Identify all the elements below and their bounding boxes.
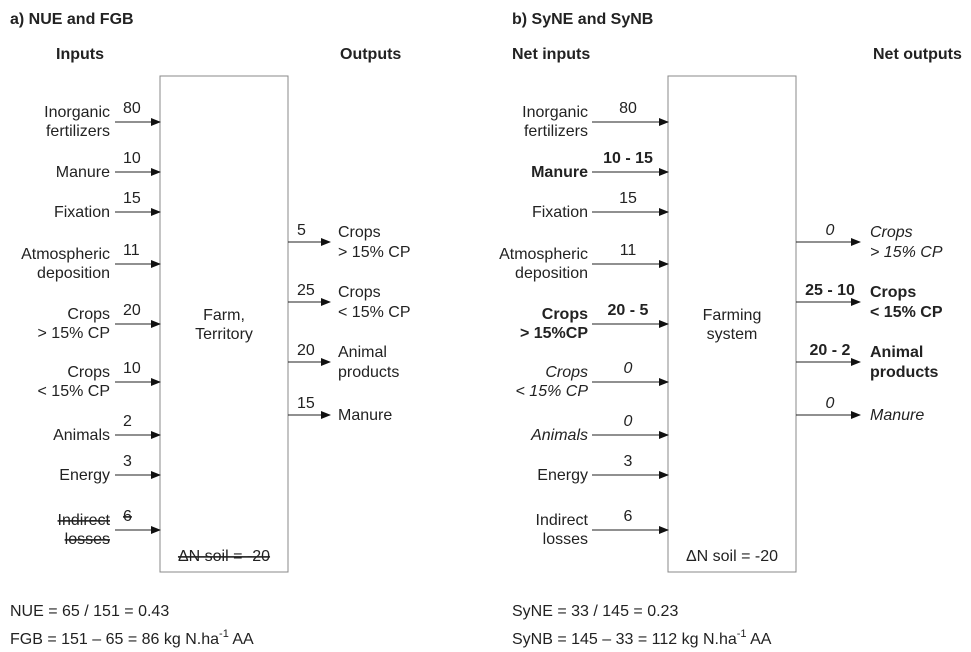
output-label: products: [870, 364, 939, 381]
formula: SyNB = 145 – 33 = 112 kg N.ha-1 AA: [512, 628, 772, 648]
soil-balance: ΔN soil = -20: [178, 548, 270, 565]
formula: FGB = 151 – 65 = 86 kg N.ha-1 AA: [10, 628, 254, 648]
input-value: 3: [123, 453, 132, 470]
output-value: 25 - 10: [805, 282, 855, 299]
input-label: Crops: [545, 364, 588, 381]
input-value: 0: [624, 413, 633, 430]
output-label: Crops: [338, 284, 381, 301]
input-value: 10: [123, 150, 141, 167]
input-label: Indirect: [58, 512, 111, 529]
output-label: > 15% CP: [870, 244, 943, 261]
output-label: Crops: [870, 284, 916, 301]
inputs-header: Inputs: [56, 46, 104, 63]
box-label: Territory: [195, 326, 253, 343]
input-label: Atmospheric: [21, 246, 110, 263]
input-value: 10 - 15: [603, 150, 653, 167]
input-label: Energy: [537, 467, 588, 484]
input-label: < 15% CP: [38, 383, 110, 400]
input-value: 15: [123, 190, 141, 207]
input-label: Energy: [59, 467, 110, 484]
output-value: 20 - 2: [810, 342, 851, 359]
input-label: deposition: [515, 265, 588, 282]
input-label: fertilizers: [46, 123, 110, 140]
formula-tail: AA: [747, 631, 772, 648]
output-label: Animal: [338, 344, 387, 361]
box-label: Farm,: [203, 307, 245, 324]
output-value: 25: [297, 282, 315, 299]
input-label: fertilizers: [524, 123, 588, 140]
input-value: 6: [123, 508, 132, 525]
input-value: 2: [123, 413, 132, 430]
input-label: Indirect: [536, 512, 589, 529]
input-label: Animals: [53, 427, 110, 444]
input-value: 10: [123, 360, 141, 377]
output-value: 5: [297, 222, 306, 239]
outputs-header: Outputs: [340, 46, 401, 63]
input-value: 15: [619, 190, 637, 207]
input-value: 3: [624, 453, 633, 470]
formula-text: SyNB = 145 – 33 = 112 kg N.ha: [512, 631, 737, 648]
formula-superscript: -1: [737, 628, 747, 640]
input-label: Crops: [67, 306, 110, 323]
output-label: Manure: [338, 407, 392, 424]
soil-balance: ΔN soil = -20: [686, 548, 778, 565]
input-label: Manure: [531, 164, 588, 181]
input-value: 0: [624, 360, 633, 377]
panel-title: b) SyNE and SyNB: [512, 11, 653, 28]
input-label: > 15%CP: [520, 325, 588, 342]
formula: SyNE = 33 / 145 = 0.23: [512, 603, 678, 620]
input-value: 80: [619, 100, 637, 117]
input-value: 6: [624, 508, 633, 525]
input-value: 20: [123, 302, 141, 319]
output-value: 15: [297, 395, 315, 412]
formula-tail: AA: [229, 631, 254, 648]
input-label: Manure: [56, 164, 110, 181]
input-label: losses: [65, 531, 110, 548]
input-value: 80: [123, 100, 141, 117]
input-value: 20 - 5: [608, 302, 649, 319]
output-label: > 15% CP: [338, 244, 410, 261]
box-label: Farming: [703, 307, 762, 324]
input-label: < 15% CP: [516, 383, 589, 400]
outputs-header: Net outputs: [873, 46, 962, 63]
formula-text: NUE = 65 / 151 = 0.43: [10, 603, 169, 620]
box-label: system: [707, 326, 758, 343]
input-label: deposition: [37, 265, 110, 282]
output-value: 0: [826, 395, 835, 412]
output-label: products: [338, 364, 399, 381]
input-label: Fixation: [54, 204, 110, 221]
input-value: 11: [620, 242, 637, 259]
output-label: < 15% CP: [338, 304, 410, 321]
output-label: < 15% CP: [870, 304, 943, 321]
input-label: Crops: [542, 306, 588, 323]
output-label: Animal: [870, 344, 923, 361]
input-label: Atmospheric: [499, 246, 588, 263]
output-label: Manure: [870, 407, 924, 424]
input-label: Fixation: [532, 204, 588, 221]
input-label: > 15% CP: [38, 325, 110, 342]
input-label: Inorganic: [44, 104, 110, 121]
inputs-header: Net inputs: [512, 46, 590, 63]
output-label: Crops: [870, 224, 913, 241]
formula-superscript: -1: [219, 628, 229, 640]
output-label: Crops: [338, 224, 381, 241]
input-label: Animals: [530, 427, 588, 444]
input-label: Crops: [67, 364, 110, 381]
formula-text: SyNE = 33 / 145 = 0.23: [512, 603, 678, 620]
input-label: losses: [543, 531, 588, 548]
output-value: 20: [297, 342, 315, 359]
formula: NUE = 65 / 151 = 0.43: [10, 603, 169, 620]
input-value: 11: [123, 242, 140, 259]
formula-text: FGB = 151 – 65 = 86 kg N.ha: [10, 631, 219, 648]
input-label: Inorganic: [522, 104, 588, 121]
panel-title: a) NUE and FGB: [10, 11, 134, 28]
output-value: 0: [826, 222, 835, 239]
